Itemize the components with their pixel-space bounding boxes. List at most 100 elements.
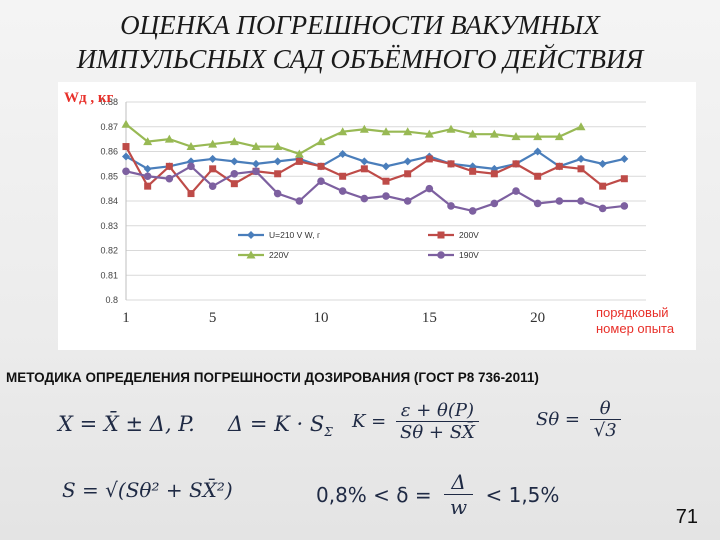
legend-label: 190V [459, 250, 479, 260]
formula-delta-bounds: 0,8% < δ = Δ w < 1,5% [316, 470, 560, 519]
y-tick-label: 0.8 [105, 295, 118, 305]
data-point [122, 167, 130, 176]
chart-panel: 0.8 0.81 0.82 0.83 0.84 0.85 0.86 0.87 0.88 1 5 10… [58, 82, 696, 350]
data-point [143, 172, 152, 181]
formula-k: K = ε + θ(P) Sθ + SX̄ [352, 400, 479, 443]
data-point [489, 129, 499, 138]
data-point [403, 157, 412, 166]
legend-item: 220V [238, 250, 289, 260]
x-axis-label: порядковый номер опыта [596, 305, 675, 336]
data-point [165, 174, 174, 183]
data-point [317, 177, 325, 185]
data-point [599, 182, 607, 190]
data-point [403, 197, 412, 205]
data-point [339, 172, 347, 180]
data-point [404, 170, 412, 178]
data-point [382, 192, 390, 200]
data-point [577, 154, 585, 163]
data-point [295, 157, 303, 165]
legend-swatch-marker [437, 231, 445, 239]
data-point [382, 162, 390, 171]
slide-title: ОЦЕНКА ПОГРЕШНОСТИ ВАКУМНЫХ ИМПУЛЬСНЫХ С… [0, 8, 720, 76]
data-point [208, 154, 217, 163]
data-point [468, 162, 477, 171]
data-point [382, 177, 390, 185]
formula-s-theta: Sθ = θ √3 [536, 398, 621, 441]
data-point [533, 132, 543, 141]
legend-swatch-marker [247, 231, 255, 239]
data-point [338, 127, 348, 136]
data-point [165, 162, 173, 170]
data-point [273, 157, 282, 166]
data-point [534, 172, 542, 180]
data-point [512, 187, 520, 195]
data-point [294, 149, 304, 158]
data-point [620, 202, 629, 210]
y-tick-label: 0.88 [100, 97, 118, 107]
data-point [446, 124, 456, 133]
data-point [273, 189, 282, 198]
data-point [554, 132, 564, 141]
y-tick-label: 0.85 [100, 171, 118, 181]
x-tick-label: 20 [530, 310, 545, 326]
data-point [425, 184, 434, 193]
data-point [490, 170, 498, 178]
x-tick-label: 5 [209, 310, 217, 326]
x-tick-label: 15 [422, 310, 437, 326]
data-point [360, 157, 369, 166]
legend-item: 190V [428, 250, 479, 260]
data-point [533, 199, 542, 208]
data-point [164, 134, 174, 143]
data-point [598, 204, 607, 213]
methodology-heading: МЕТОДИКА ОПРЕДЕЛЕНИЯ ПОГРЕШНОСТИ ДОЗИРОВ… [6, 370, 539, 385]
y-axis-label: Wд , кг [64, 90, 113, 106]
data-point [229, 137, 239, 146]
data-point [295, 197, 304, 205]
y-tick-label: 0.86 [100, 147, 118, 157]
data-point [230, 157, 239, 166]
series-line [125, 164, 625, 213]
data-point [403, 127, 413, 136]
data-point [425, 155, 433, 163]
data-point [577, 197, 585, 205]
legend-swatch-marker [246, 250, 256, 259]
data-point [447, 202, 455, 210]
data-point [208, 139, 218, 148]
y-tick-label: 0.83 [100, 221, 118, 231]
data-point [338, 149, 347, 158]
x-tick-label: 10 [314, 310, 329, 326]
y-tick-labels: 0.8 0.81 0.82 0.83 0.84 0.85 0.86 0.87 0.88 [100, 97, 118, 305]
data-point [316, 137, 326, 146]
data-point [360, 165, 368, 173]
data-point [468, 207, 477, 215]
grid-lines [125, 101, 646, 301]
series-200v [122, 143, 628, 198]
legend-label: U=210 V W, г [269, 230, 320, 240]
data-point [338, 187, 347, 195]
data-point [208, 182, 217, 190]
data-point [317, 162, 325, 170]
data-point [273, 142, 283, 151]
y-tick-label: 0.81 [100, 270, 118, 280]
data-point [576, 122, 586, 131]
data-point [468, 129, 478, 138]
title-line-1: ОЦЕНКА ПОГРЕШНОСТИ ВАКУМНЫХ [120, 10, 600, 40]
data-point [490, 199, 499, 208]
legend-label: 200V [459, 230, 479, 240]
data-point [144, 182, 152, 190]
data-point [533, 147, 542, 156]
data-point [230, 180, 238, 188]
data-point [577, 165, 585, 173]
data-point [209, 165, 217, 173]
data-point [143, 137, 153, 146]
formula-result: X = X̄ ± Δ, P. [58, 412, 195, 436]
data-point [555, 197, 564, 205]
data-point [469, 167, 477, 175]
data-point [252, 159, 260, 168]
data-point [121, 119, 131, 128]
data-point [252, 167, 260, 176]
series-line [125, 150, 625, 170]
data-point [274, 170, 282, 178]
data-point [555, 162, 563, 170]
line-chart: 0.80.810.820.830.840.850.860.870.88 1 5 10… [64, 90, 675, 336]
